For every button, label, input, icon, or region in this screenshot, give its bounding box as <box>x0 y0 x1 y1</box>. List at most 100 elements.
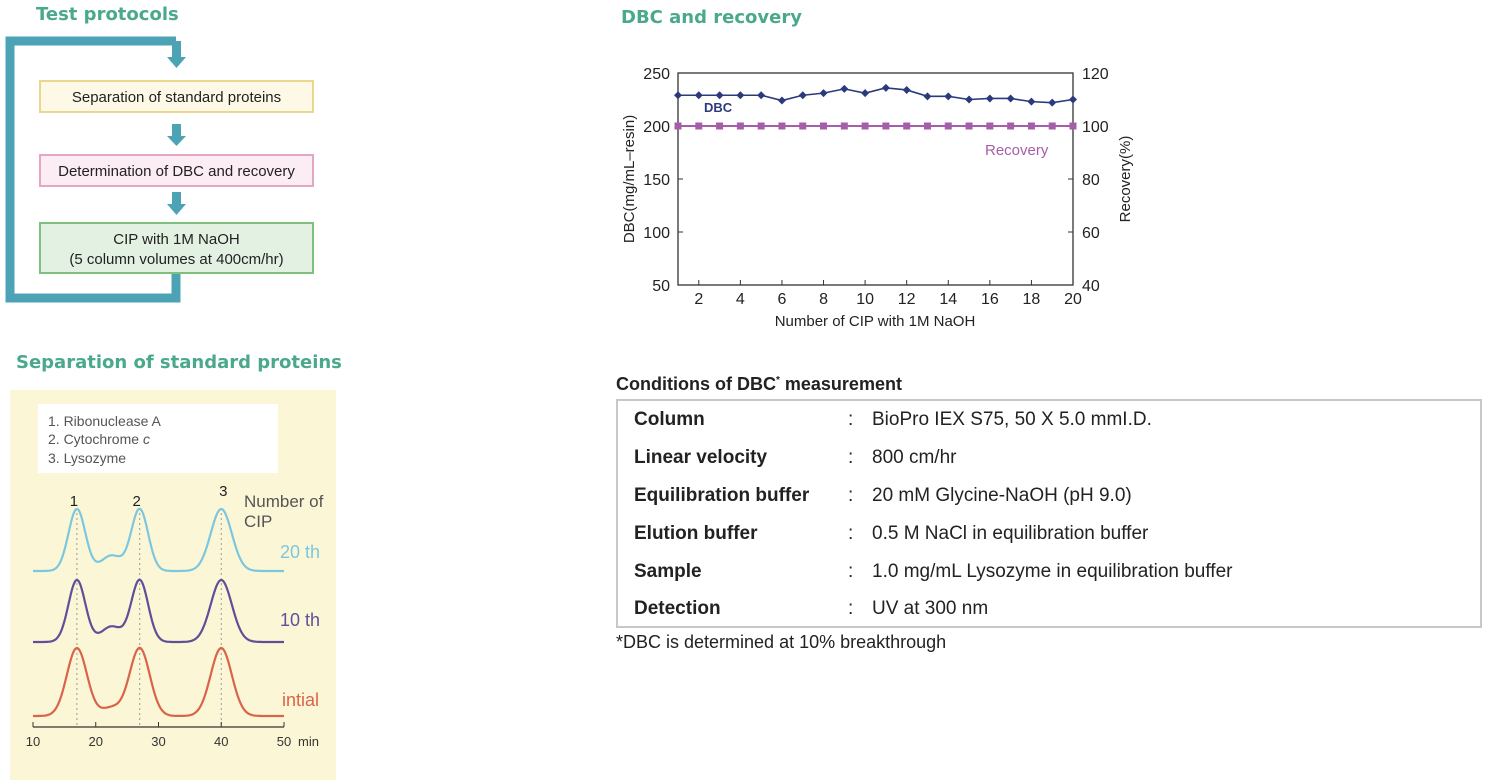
condition-value: 20 mM Glycine-NaOH (pH 9.0) <box>872 485 1132 506</box>
conditions-table: Column : BioPro IEX S75, 50 X 5.0 mmI.D.… <box>616 399 1482 628</box>
condition-separator: : <box>848 598 854 619</box>
recovery-point <box>716 122 724 130</box>
y2-tick-label: 60 <box>1082 225 1100 242</box>
dbc-point <box>1027 97 1036 106</box>
step-dbc-label: Determination of DBC and recovery <box>58 163 295 180</box>
recovery-point <box>695 122 703 130</box>
y2-tick-label: 80 <box>1082 172 1100 189</box>
step-separation-label: Separation of standard proteins <box>72 89 281 106</box>
peak-label: 2 <box>133 493 141 510</box>
x-tick-label: 20 <box>1064 291 1082 308</box>
dbc-plot-frame <box>677 72 1074 286</box>
condition-separator: : <box>848 485 854 506</box>
condition-value: BioPro IEX S75, 50 X 5.0 mmI.D. <box>872 409 1152 430</box>
y-tick-label: 100 <box>643 225 670 242</box>
chromatogram-trace <box>33 646 284 718</box>
chromatogram-legend-box <box>38 404 278 473</box>
dbc-point <box>923 92 932 101</box>
dbc-point <box>674 91 682 100</box>
step-dbc-box <box>39 154 314 187</box>
condition-value: 800 cm/hr <box>872 447 957 468</box>
dbc-point <box>736 91 745 100</box>
condition-key: Linear velocity <box>634 447 768 468</box>
cip-loop-arrow <box>5 36 181 303</box>
chromatogram-x-tick-label: 10 <box>26 734 40 749</box>
dbc-point <box>965 95 974 104</box>
condition-separator: : <box>848 447 854 468</box>
condition-value: 1.0 mg/mL Lysozyme in equilibration buff… <box>872 561 1233 582</box>
dbc-x-axis-label: Number of CIP with 1M NaOH <box>775 313 976 330</box>
dbc-point <box>902 85 911 94</box>
dbc-recovery-title: DBC and recovery <box>621 7 802 28</box>
y-tick-label: 200 <box>643 119 670 136</box>
recovery-point <box>965 122 973 130</box>
y2-tick-label: 40 <box>1082 278 1100 295</box>
chromatogram-x-tick-label: 20 <box>89 734 103 749</box>
chromatogram-trace <box>33 578 284 644</box>
dbc-point <box>819 89 828 98</box>
recovery-point <box>903 122 911 130</box>
dbc-point <box>715 91 724 100</box>
down-arrow-icon <box>167 124 186 146</box>
chromatogram-x-unit: min <box>298 734 319 749</box>
y2-tick-label: 120 <box>1082 66 1109 83</box>
y2-tick-label: 100 <box>1082 119 1109 136</box>
condition-key: Equilibration buffer <box>634 485 810 506</box>
recovery-point <box>923 122 931 130</box>
recovery-point <box>674 122 682 130</box>
recovery-point <box>736 122 744 130</box>
x-tick-label: 18 <box>1023 291 1041 308</box>
peak-label: 3 <box>219 483 227 500</box>
recovery-point <box>820 122 828 130</box>
y-tick-label: 50 <box>652 278 670 295</box>
condition-value: 0.5 M NaCl in equilibration buffer <box>872 523 1149 544</box>
step-separation-box <box>39 80 314 113</box>
dbc-point <box>985 94 994 103</box>
series-label-20th: 20 th <box>280 542 320 562</box>
protocol-flow-diagram: Separation of standard proteins Determin… <box>5 36 314 303</box>
dbc-point <box>1048 98 1057 107</box>
conditions-title: Conditions of DBC* measurement <box>616 374 902 394</box>
dbc-footnote: *DBC is determined at 10% breakthrough <box>616 632 947 652</box>
peak-label: 1 <box>70 493 78 510</box>
legend-item-ribonuclease: 1. Ribonuclease A <box>48 413 162 429</box>
recovery-point <box>778 122 786 130</box>
dbc-point <box>777 96 786 105</box>
dbc-series-label: DBC <box>704 100 733 115</box>
down-arrow-icon <box>167 41 186 68</box>
dbc-point <box>1006 94 1015 103</box>
recovery-point <box>986 122 994 130</box>
recovery-point <box>840 122 848 130</box>
x-tick-label: 14 <box>939 291 957 308</box>
series-label-initial: intial <box>282 690 319 710</box>
dbc-point <box>840 84 849 93</box>
condition-value: UV at 300 nm <box>872 598 989 619</box>
recovery-series-label: Recovery <box>985 142 1049 159</box>
x-tick-label: 8 <box>819 291 828 308</box>
dbc-y-axis-label: DBC(mg/mL–resin) <box>621 115 638 243</box>
step-cip-label-line1: CIP with 1M NaOH <box>113 231 239 248</box>
test-protocols-title: Test protocols <box>36 4 179 25</box>
dbc-point <box>881 83 890 92</box>
chromatogram-trace <box>33 507 284 573</box>
x-tick-label: 16 <box>981 291 999 308</box>
x-tick-label: 12 <box>898 291 916 308</box>
recovery-point <box>1007 122 1015 130</box>
recovery-y-axis-label: Recovery(%) <box>1117 136 1134 223</box>
y-tick-label: 250 <box>643 66 670 83</box>
legend-item-lysozyme: 3. Lysozyme <box>48 450 126 466</box>
chromatogram-chart: 1. Ribonuclease A 2. Cytochrome c 3. Lys… <box>10 390 336 780</box>
y-tick-label: 150 <box>643 172 670 189</box>
cip-header-line1: Number of <box>244 492 324 511</box>
recovery-point <box>944 122 952 130</box>
down-arrow-icon <box>167 192 186 215</box>
dbc-recovery-chart: 2 4 6 8 10 12 14 16 18 20 50 100 150 200 250 40 60 80 100 1… <box>621 66 1134 330</box>
recovery-point <box>1048 122 1056 130</box>
condition-separator: : <box>848 561 854 582</box>
chromatogram-x-tick-label: 30 <box>151 734 165 749</box>
condition-key: Column <box>634 409 705 430</box>
dbc-point <box>694 91 703 100</box>
cip-header-line2: CIP <box>244 512 272 531</box>
dbc-point <box>861 89 870 98</box>
recovery-point <box>799 122 807 130</box>
